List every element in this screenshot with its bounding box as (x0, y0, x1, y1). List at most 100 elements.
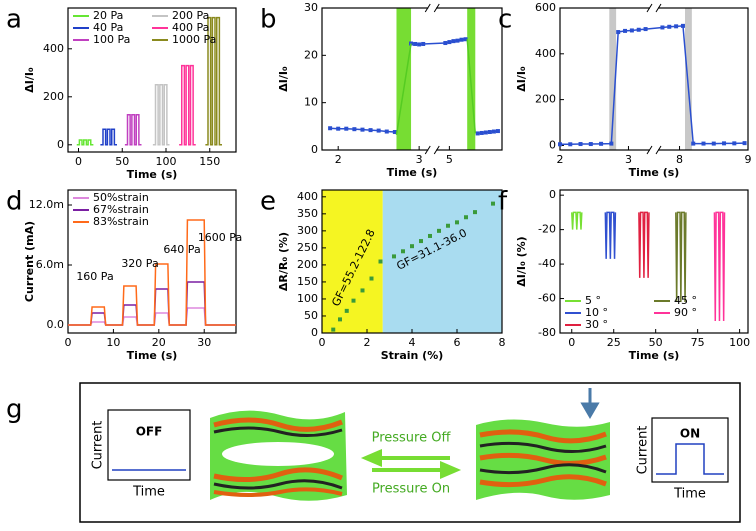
layer (213, 426, 343, 437)
marker (609, 141, 614, 146)
y-tick-label: 200 (43, 90, 64, 103)
band (396, 8, 412, 150)
y-tick-label: 0 (311, 326, 318, 339)
axis-break (428, 147, 437, 153)
annotation: 1600 Pa (198, 231, 242, 244)
legend-label: 45 ° (674, 294, 697, 307)
x-tick-label: 30 (197, 336, 211, 349)
marker (711, 141, 716, 146)
marker (464, 215, 468, 220)
y-tick-label: 12.0m (29, 198, 64, 211)
legend-label: 100 Pa (93, 33, 130, 46)
marker (392, 254, 396, 259)
marker (360, 288, 365, 293)
signal-line (656, 443, 724, 475)
series-line (675, 211, 687, 302)
layer (213, 487, 343, 497)
x-tick-label: 10 (106, 336, 120, 349)
marker (328, 126, 333, 131)
axis-break (428, 5, 437, 11)
y-axis-label: ΔI/I₀ (23, 67, 36, 93)
inset-frame (107, 409, 191, 481)
marker (701, 141, 706, 146)
layer (479, 429, 607, 444)
legend-label: 20 Pa (93, 9, 123, 22)
marker (616, 30, 621, 35)
gap (222, 442, 334, 466)
x-tick-label: 0 (65, 336, 72, 349)
y-tick-label: 150 (297, 275, 318, 288)
x-tick-label: 8 (499, 336, 506, 349)
y-tick-label: 20 (304, 48, 318, 61)
marker (369, 276, 374, 281)
annotation: 160 Pa (76, 270, 113, 283)
marker (667, 24, 672, 29)
legend-label: 400 Pa (172, 21, 209, 34)
y-tick-label: 0 (311, 143, 318, 156)
legend-label: 67%strain (93, 203, 149, 216)
x-tick-label: 9 (745, 153, 752, 166)
x-tick-label: 3 (416, 153, 423, 166)
x-tick-label: 20 (152, 336, 166, 349)
marker (459, 37, 464, 42)
y-tick-label: 400 (43, 42, 64, 55)
marker (599, 141, 604, 146)
y-tick-label: 0 (549, 138, 556, 151)
marker (473, 210, 477, 215)
series-line (76, 139, 94, 146)
pressure-arrow (580, 388, 600, 419)
x-tick-label: 50 (115, 155, 129, 168)
marker (568, 142, 573, 147)
marker (680, 23, 685, 28)
x-tick-label: 8 (676, 153, 683, 166)
marker (421, 41, 426, 46)
marker (447, 40, 452, 45)
layer (213, 479, 343, 490)
marker (437, 228, 441, 233)
legend-label: 40 Pa (93, 21, 123, 34)
plot-frame (67, 189, 237, 334)
x-axis-label: Time (s) (127, 349, 178, 362)
x-tick-label: 4 (409, 336, 416, 349)
inset-frame (651, 417, 729, 483)
marker (629, 28, 634, 33)
y-tick-label: -40 (538, 257, 556, 270)
x-tick-label: 0 (75, 155, 82, 168)
marker (491, 201, 495, 206)
y-axis-label: ΔI/I₀ (277, 66, 290, 92)
marker (588, 142, 593, 147)
panel-label: b (260, 5, 277, 35)
series-line (179, 64, 196, 146)
panel-label: c (498, 5, 512, 35)
y-axis-label: ΔI/I₀ (%) (515, 236, 528, 286)
marker (455, 38, 460, 43)
axis-break (650, 5, 658, 11)
x-tick-label: 100 (156, 155, 177, 168)
y-tick-label: 350 (297, 207, 318, 220)
marker (643, 27, 648, 32)
marker (331, 327, 336, 332)
x-tick-label: 50 (649, 336, 663, 349)
x-axis-label: Strain (%) (381, 349, 444, 362)
plot-frame (559, 189, 749, 334)
band (382, 190, 502, 333)
legend-label: 30 ° (585, 318, 608, 331)
layer (479, 441, 607, 453)
x-axis-label: Time (s) (127, 168, 178, 181)
marker (558, 142, 562, 147)
marker (483, 130, 488, 135)
legend-label: 10 ° (585, 306, 608, 319)
marker (351, 298, 356, 303)
y-tick-label: 250 (297, 241, 318, 254)
layer (479, 463, 607, 475)
legend-label: 83%strain (93, 215, 149, 228)
x-tick-label: 75 (691, 336, 705, 349)
marker (360, 127, 365, 132)
inset-x-label: Time (673, 487, 706, 502)
band (685, 8, 692, 150)
marker (742, 141, 747, 146)
marker (443, 41, 448, 46)
x-tick-label: 2 (335, 153, 342, 166)
plot-frame (321, 7, 503, 151)
